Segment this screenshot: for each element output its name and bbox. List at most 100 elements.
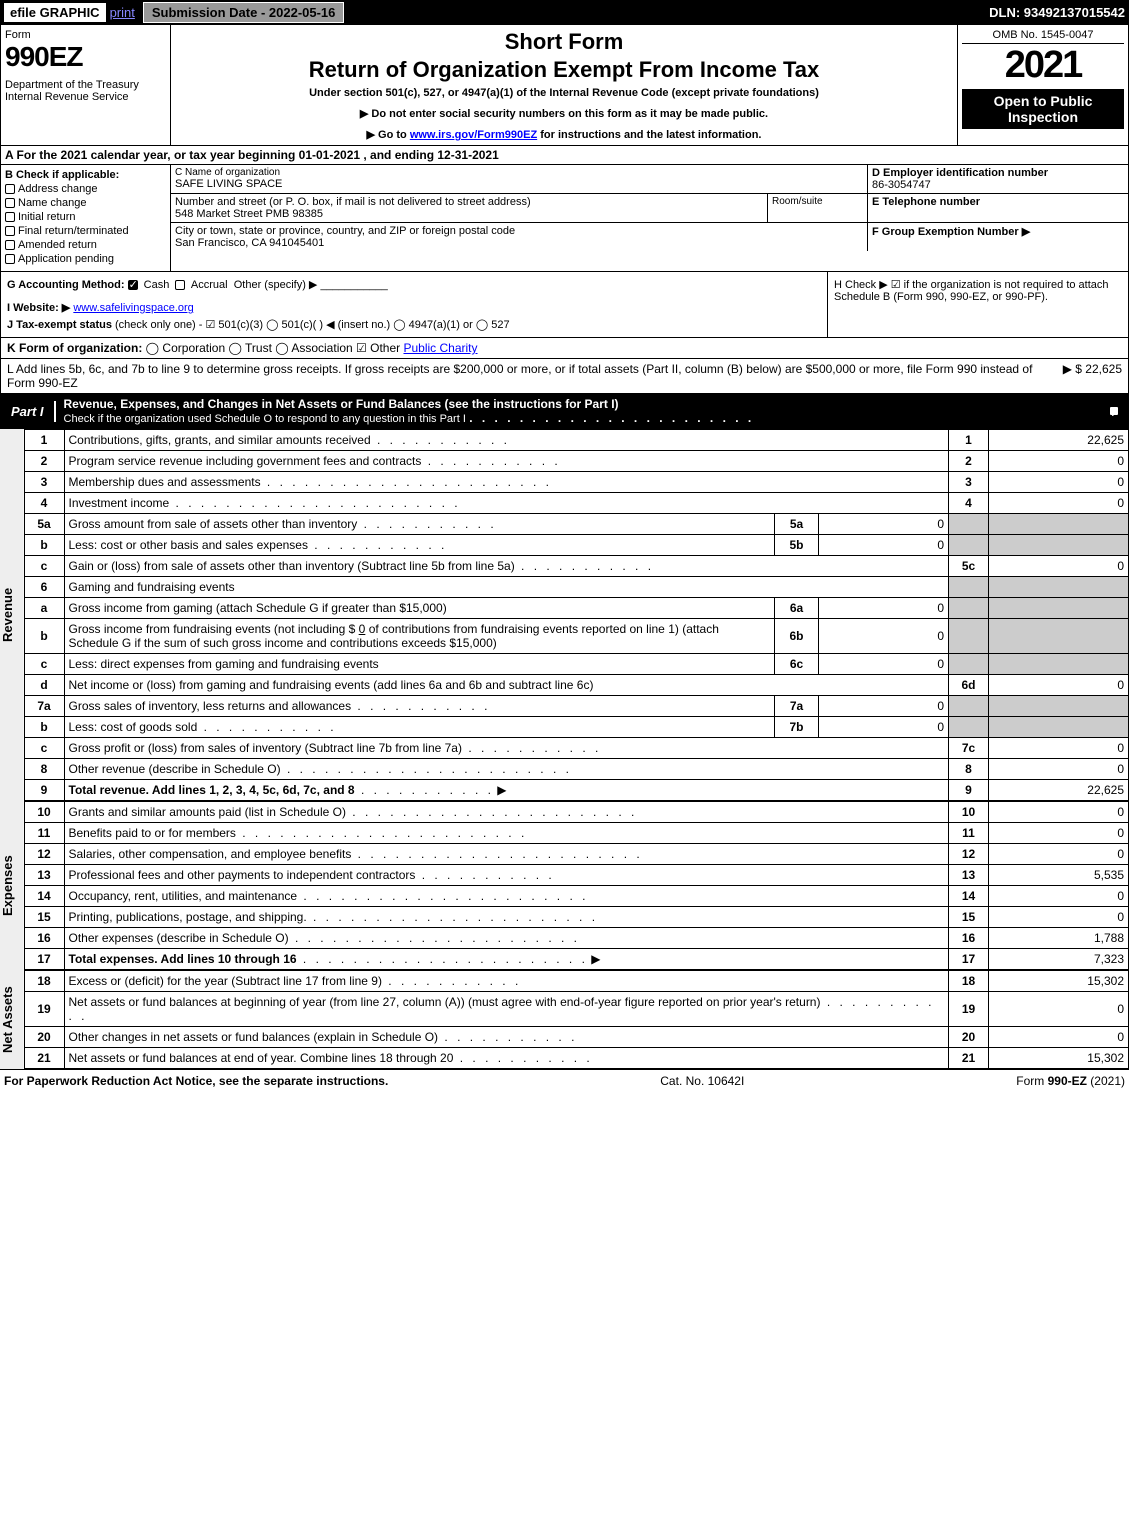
line-value: 22,625 xyxy=(989,430,1129,451)
line-value: 0 xyxy=(989,451,1129,472)
desc-text: Other revenue (describe in Schedule O) xyxy=(69,762,281,776)
expenses-side-label: Expenses xyxy=(0,801,24,970)
column-g: G Accounting Method: Cash Accrual Other … xyxy=(1,272,828,337)
website-link[interactable]: www.safelivingspace.org xyxy=(73,302,193,314)
line-ref: 20 xyxy=(949,1027,989,1048)
checkbox-icon[interactable] xyxy=(5,226,15,236)
accounting-method: G Accounting Method: Cash Accrual Other … xyxy=(7,278,821,291)
line-value: 0 xyxy=(989,1027,1129,1048)
revenue-table: 1Contributions, gifts, grants, and simil… xyxy=(24,429,1129,801)
shaded-cell xyxy=(949,619,989,654)
line-desc: Other changes in net assets or fund bala… xyxy=(64,1027,949,1048)
checkbox-accrual-icon[interactable] xyxy=(175,280,185,290)
line-value: 15,302 xyxy=(989,971,1129,992)
checkbox-icon[interactable] xyxy=(5,254,15,264)
line-desc: Printing, publications, postage, and shi… xyxy=(64,907,949,928)
form-header: Form 990EZ Department of the Treasury In… xyxy=(0,25,1129,146)
line-12: 12Salaries, other compensation, and empl… xyxy=(24,844,1129,865)
dots xyxy=(289,931,580,945)
b-label: B Check if applicable: xyxy=(5,169,166,181)
dots xyxy=(357,517,496,531)
line-21: 21Net assets or fund balances at end of … xyxy=(24,1048,1129,1069)
checkbox-icon[interactable] xyxy=(5,240,15,250)
line-ref: 17 xyxy=(949,949,989,970)
shaded-cell xyxy=(949,514,989,535)
line-ref: 1 xyxy=(949,430,989,451)
column-b: B Check if applicable: Address change Na… xyxy=(1,165,171,271)
part-i-title-text: Revenue, Expenses, and Changes in Net As… xyxy=(64,397,619,411)
f-label: F Group Exemption Number ▶ xyxy=(872,225,1124,238)
line-desc: Gaming and fundraising events xyxy=(64,577,949,598)
revenue-section: Revenue 1Contributions, gifts, grants, a… xyxy=(0,429,1129,801)
sub-ref: 5a xyxy=(775,514,819,535)
row-k: K Form of organization: ◯ Corporation ◯ … xyxy=(0,338,1129,359)
line-desc: Gross income from fundraising events (no… xyxy=(64,619,775,654)
l-text: L Add lines 5b, 6c, and 7b to line 9 to … xyxy=(7,362,1055,390)
line-desc: Net assets or fund balances at end of ye… xyxy=(64,1048,949,1069)
dots xyxy=(308,538,447,552)
line-num: 9 xyxy=(24,780,64,801)
form-number: 990EZ xyxy=(5,41,166,73)
dots xyxy=(307,910,598,924)
checkbox-icon[interactable] xyxy=(5,184,15,194)
shaded-cell xyxy=(949,717,989,738)
line-desc: Gross income from gaming (attach Schedul… xyxy=(64,598,775,619)
line-5b: bLess: cost or other basis and sales exp… xyxy=(24,535,1129,556)
section-gh: G Accounting Method: Cash Accrual Other … xyxy=(0,272,1129,338)
chk-label-1: Name change xyxy=(18,197,87,209)
row-city: City or town, state or province, country… xyxy=(171,223,1128,251)
shaded-cell xyxy=(989,535,1129,556)
line-7c: cGross profit or (loss) from sales of in… xyxy=(24,738,1129,759)
line-num: 10 xyxy=(24,802,64,823)
tax-year: 2021 xyxy=(962,44,1124,87)
g-label: G Accounting Method: xyxy=(7,279,125,291)
line-ref: 4 xyxy=(949,493,989,514)
line-num: 7a xyxy=(24,696,64,717)
line-ref: 8 xyxy=(949,759,989,780)
line-6b: bGross income from fundraising events (n… xyxy=(24,619,1129,654)
shaded-cell xyxy=(949,577,989,598)
line-desc: Other revenue (describe in Schedule O) xyxy=(64,759,949,780)
chk-label-0: Address change xyxy=(18,183,98,195)
line-ref: 6d xyxy=(949,675,989,696)
sub-ref: 6c xyxy=(775,654,819,675)
chk-label-4: Amended return xyxy=(18,239,97,251)
line-ref: 21 xyxy=(949,1048,989,1069)
desc-text: Membership dues and assessments xyxy=(69,475,261,489)
line-desc: Less: cost of goods sold xyxy=(64,717,775,738)
desc-text: Salaries, other compensation, and employ… xyxy=(69,847,352,861)
print-link[interactable]: print xyxy=(110,5,135,20)
line-8: 8Other revenue (describe in Schedule O)8… xyxy=(24,759,1129,780)
dots xyxy=(297,952,588,966)
goto-post: for instructions and the latest informat… xyxy=(537,129,761,141)
line-desc: Occupancy, rent, utilities, and maintena… xyxy=(64,886,949,907)
desc-text: Professional fees and other payments to … xyxy=(69,868,416,882)
j-label: J Tax-exempt status xyxy=(7,319,112,331)
form-subtitle: Under section 501(c), 527, or 4947(a)(1)… xyxy=(175,87,953,99)
line-11: 11Benefits paid to or for members110 xyxy=(24,823,1129,844)
checkbox-cash-icon[interactable] xyxy=(128,280,138,290)
i-label: I Website: ▶ xyxy=(7,302,70,314)
line-6a: aGross income from gaming (attach Schedu… xyxy=(24,598,1129,619)
fundraising-amt: 0 xyxy=(359,622,366,636)
part-i-label: Part I xyxy=(1,401,56,422)
city-label: City or town, state or province, country… xyxy=(175,225,863,237)
line-num: b xyxy=(24,717,64,738)
chk-label-5: Application pending xyxy=(18,253,114,265)
form-label: Form xyxy=(5,29,166,41)
row-a-tax-year: A For the 2021 calendar year, or tax yea… xyxy=(0,146,1129,165)
checkbox-schedule-o-icon[interactable]: ✓ xyxy=(1109,406,1119,416)
public-charity-link[interactable]: Public Charity xyxy=(403,341,477,355)
dots xyxy=(281,762,572,776)
shaded-cell xyxy=(989,619,1129,654)
dots xyxy=(469,411,754,425)
checkbox-icon[interactable] xyxy=(5,212,15,222)
line-19: 19Net assets or fund balances at beginni… xyxy=(24,992,1129,1027)
dots xyxy=(297,889,588,903)
checkbox-icon[interactable] xyxy=(5,198,15,208)
irs-link[interactable]: www.irs.gov/Form990EZ xyxy=(410,129,537,141)
section-bcdef: B Check if applicable: Address change Na… xyxy=(0,165,1129,272)
line-20: 20Other changes in net assets or fund ba… xyxy=(24,1027,1129,1048)
line-value: 0 xyxy=(989,738,1129,759)
line-desc: Net assets or fund balances at beginning… xyxy=(64,992,949,1027)
